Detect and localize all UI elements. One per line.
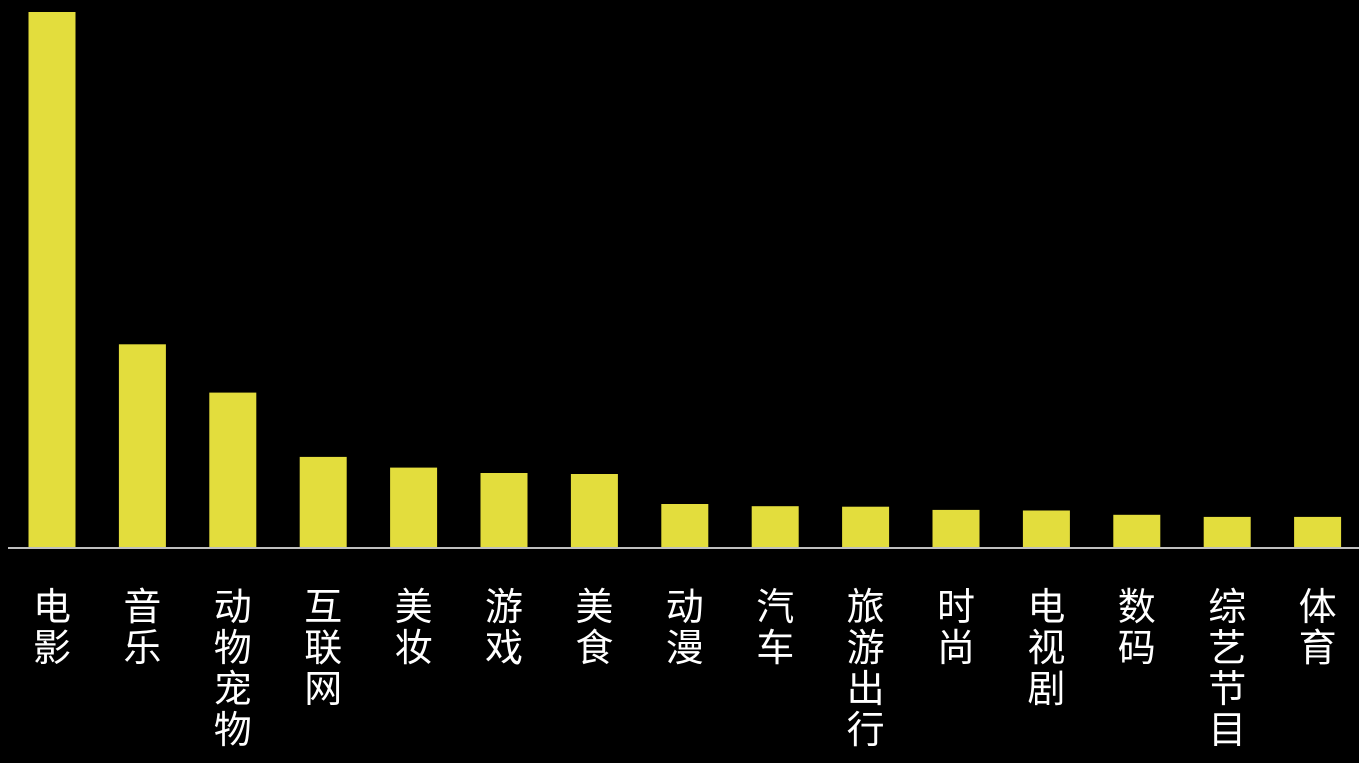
bar-4 bbox=[390, 467, 438, 548]
category-label-12: 数码 bbox=[1118, 585, 1156, 670]
bar-6 bbox=[570, 474, 618, 548]
category-label-14: 体育 bbox=[1299, 585, 1337, 670]
category-label-2: 动物宠物 bbox=[214, 585, 252, 752]
bar-13 bbox=[1203, 516, 1251, 548]
category-label-0: 电影 bbox=[33, 585, 71, 670]
category-label-13: 综艺节目 bbox=[1208, 585, 1246, 752]
category-label-4: 美妆 bbox=[395, 585, 433, 670]
category-label-1: 音乐 bbox=[123, 585, 161, 670]
category-label-6: 美食 bbox=[575, 585, 613, 670]
category-label-5: 游戏 bbox=[485, 585, 523, 670]
category-label-11: 电视剧 bbox=[1027, 585, 1065, 711]
category-label-7: 动漫 bbox=[666, 585, 704, 670]
bars-layer bbox=[28, 12, 1342, 548]
bar-8 bbox=[751, 506, 799, 548]
bar-10 bbox=[932, 509, 980, 548]
category-label-3: 互联网 bbox=[304, 585, 342, 711]
bar-1 bbox=[118, 344, 166, 548]
category-label-8: 汽车 bbox=[756, 585, 794, 670]
bar-0 bbox=[28, 12, 76, 548]
bar-9 bbox=[842, 506, 890, 548]
bar-14 bbox=[1294, 516, 1342, 548]
bar-5 bbox=[480, 473, 528, 548]
bar-7 bbox=[661, 504, 709, 548]
bar-12 bbox=[1113, 514, 1161, 548]
bar-3 bbox=[299, 456, 347, 548]
category-label-10: 时尚 bbox=[937, 585, 975, 670]
category-label-9: 旅游出行 bbox=[847, 585, 885, 752]
bar-2 bbox=[209, 392, 257, 548]
bar-11 bbox=[1022, 510, 1070, 548]
